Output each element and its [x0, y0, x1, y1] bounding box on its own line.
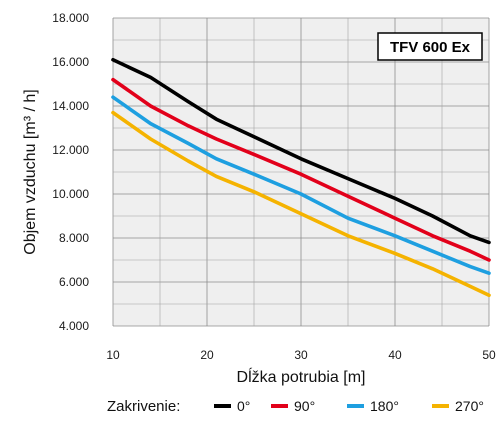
- y-axis-title: Objem vzduchu [m³ / h]: [22, 89, 39, 254]
- chart-title: TFV 600 Ex: [390, 39, 471, 56]
- y-tick-label: 18.000: [52, 11, 89, 25]
- legend: Zakrivenie: 0° 90° 180° 270°: [107, 398, 484, 415]
- y-tick-label: 10.000: [52, 187, 89, 201]
- series-line-3: [111, 110, 491, 298]
- legend-entry-2: 180°: [370, 398, 399, 414]
- x-tick-label: 40: [388, 348, 402, 362]
- x-tick-label: 20: [200, 348, 214, 362]
- x-tick-label: 30: [294, 348, 308, 362]
- y-tick-label: 16.000: [52, 55, 89, 69]
- y-axis-ticks: 4.000 6.000 8.000 10.000 12.000 14.000 16.000 1…: [52, 11, 89, 333]
- x-tick-label: 50: [482, 348, 496, 362]
- x-axis-ticks: 10 20 30 40 50: [106, 348, 496, 362]
- x-axis-title: Dĺžka potrubia [m]: [237, 367, 366, 386]
- legend-entry-0: 0°: [237, 398, 250, 414]
- series-lines: [111, 57, 491, 298]
- series-line-0: [111, 57, 491, 245]
- y-tick-label: 8.000: [59, 231, 89, 245]
- y-tick-label: 4.000: [59, 319, 89, 333]
- title-badge: [377, 32, 483, 61]
- legend-entry-3: 270°: [455, 398, 484, 414]
- legend-entry-1: 90°: [294, 398, 315, 414]
- y-tick-label: 12.000: [52, 143, 89, 157]
- x-tick-label: 10: [106, 348, 120, 362]
- legend-title: Zakrivenie:: [107, 398, 180, 415]
- series-line-1: [111, 77, 491, 262]
- y-tick-label: 14.000: [52, 99, 89, 113]
- series-line-2: [111, 95, 491, 276]
- y-tick-label: 6.000: [59, 275, 89, 289]
